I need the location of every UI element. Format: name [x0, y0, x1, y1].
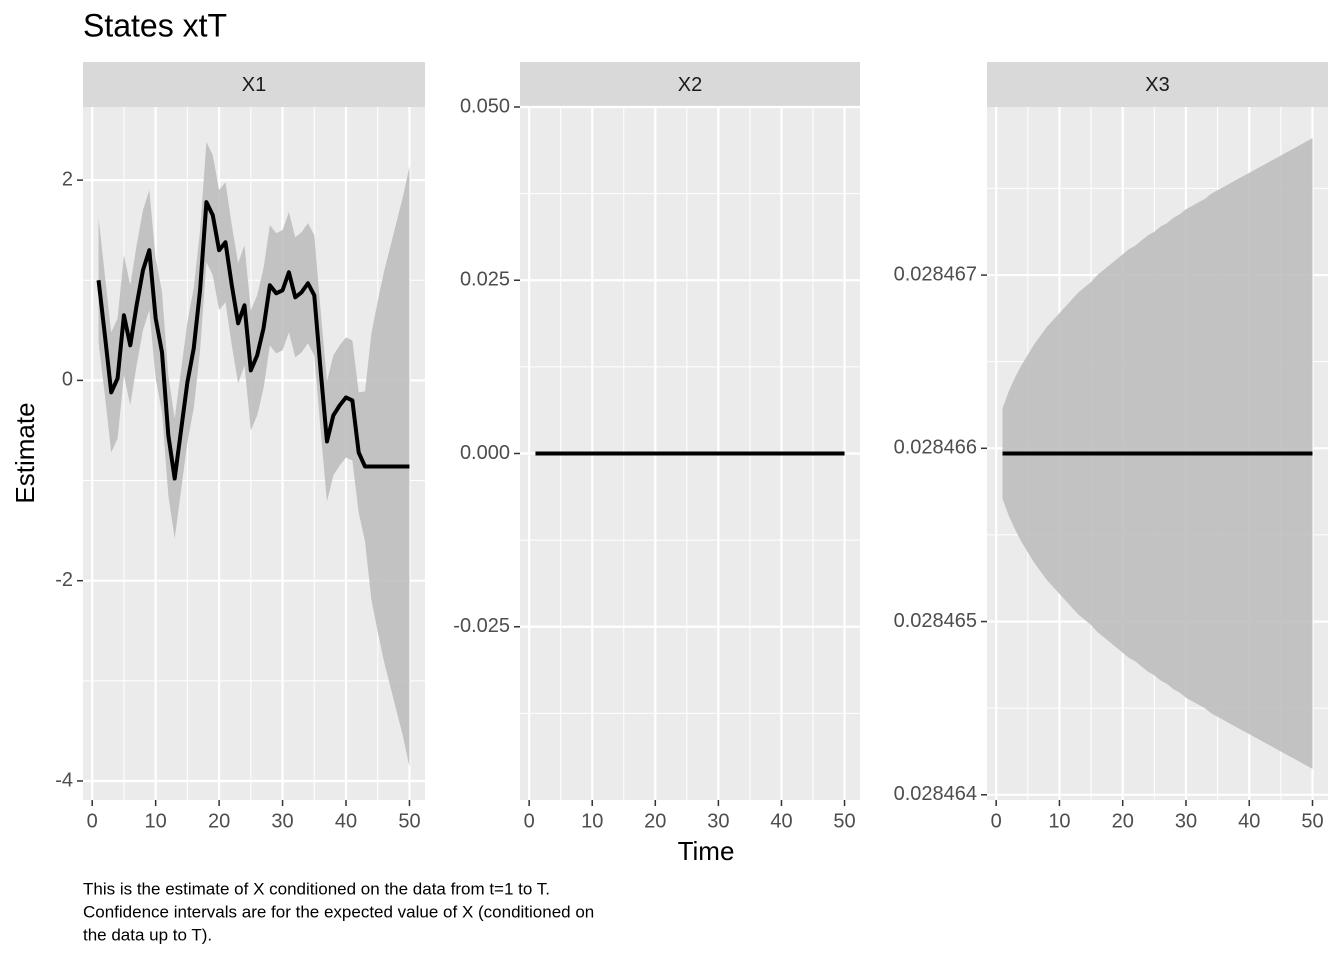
x-tick-label: 30 [707, 810, 729, 832]
y-tick-label: 0.025 [460, 269, 510, 291]
x-tick-label: 40 [335, 810, 357, 832]
x-tick-label: 0 [524, 810, 535, 832]
x-tick-label: 10 [145, 810, 167, 832]
y-tick-label: -4 [55, 769, 73, 791]
y-tick-label: 0.028465 [894, 610, 977, 632]
caption-line: the data up to T). [83, 925, 212, 944]
x-tick-label: 50 [398, 810, 420, 832]
strip [987, 62, 1328, 107]
x-tick-label: 50 [833, 810, 855, 832]
x-tick-label: 30 [271, 810, 293, 832]
estimate-line [96, 200, 410, 481]
y-tick-label: 0.028467 [894, 263, 977, 285]
y-tick-label: 0 [62, 369, 73, 391]
x-axis-label: Time [678, 836, 735, 866]
y-axis-label: Estimate [10, 402, 40, 503]
strip-label: X2 [678, 74, 702, 96]
strip-label: X1 [242, 74, 266, 96]
caption-line: This is the estimate of X conditioned on… [83, 879, 550, 898]
x-tick-label: 20 [208, 810, 230, 832]
y-tick-label: 0.028466 [894, 437, 977, 459]
x-tick-label: 50 [1301, 810, 1323, 832]
x-tick-label: 10 [581, 810, 603, 832]
y-tick-label: 2 [62, 168, 73, 190]
y-tick-label: -0.025 [453, 615, 510, 637]
x-tick-label: 10 [1048, 810, 1070, 832]
chart-title: States xtT [83, 7, 227, 43]
strip [83, 62, 425, 107]
x-tick-label: 20 [1112, 810, 1134, 832]
y-tick-label: 0.028464 [894, 783, 977, 805]
caption-line: Confidence intervals are for the expecte… [83, 902, 594, 921]
strip-label: X3 [1145, 74, 1169, 96]
x-tick-label: 40 [1238, 810, 1260, 832]
confidence-band [98, 142, 410, 767]
y-tick-label: 0.000 [460, 442, 510, 464]
x-tick-label: 20 [644, 810, 666, 832]
x-tick-label: 0 [991, 810, 1002, 832]
x-tick-label: 0 [87, 810, 98, 832]
y-tick-label: -2 [55, 569, 73, 591]
x-tick-label: 30 [1175, 810, 1197, 832]
x-tick-label: 40 [770, 810, 792, 832]
y-tick-label: 0.050 [460, 95, 510, 117]
strip [520, 62, 860, 107]
